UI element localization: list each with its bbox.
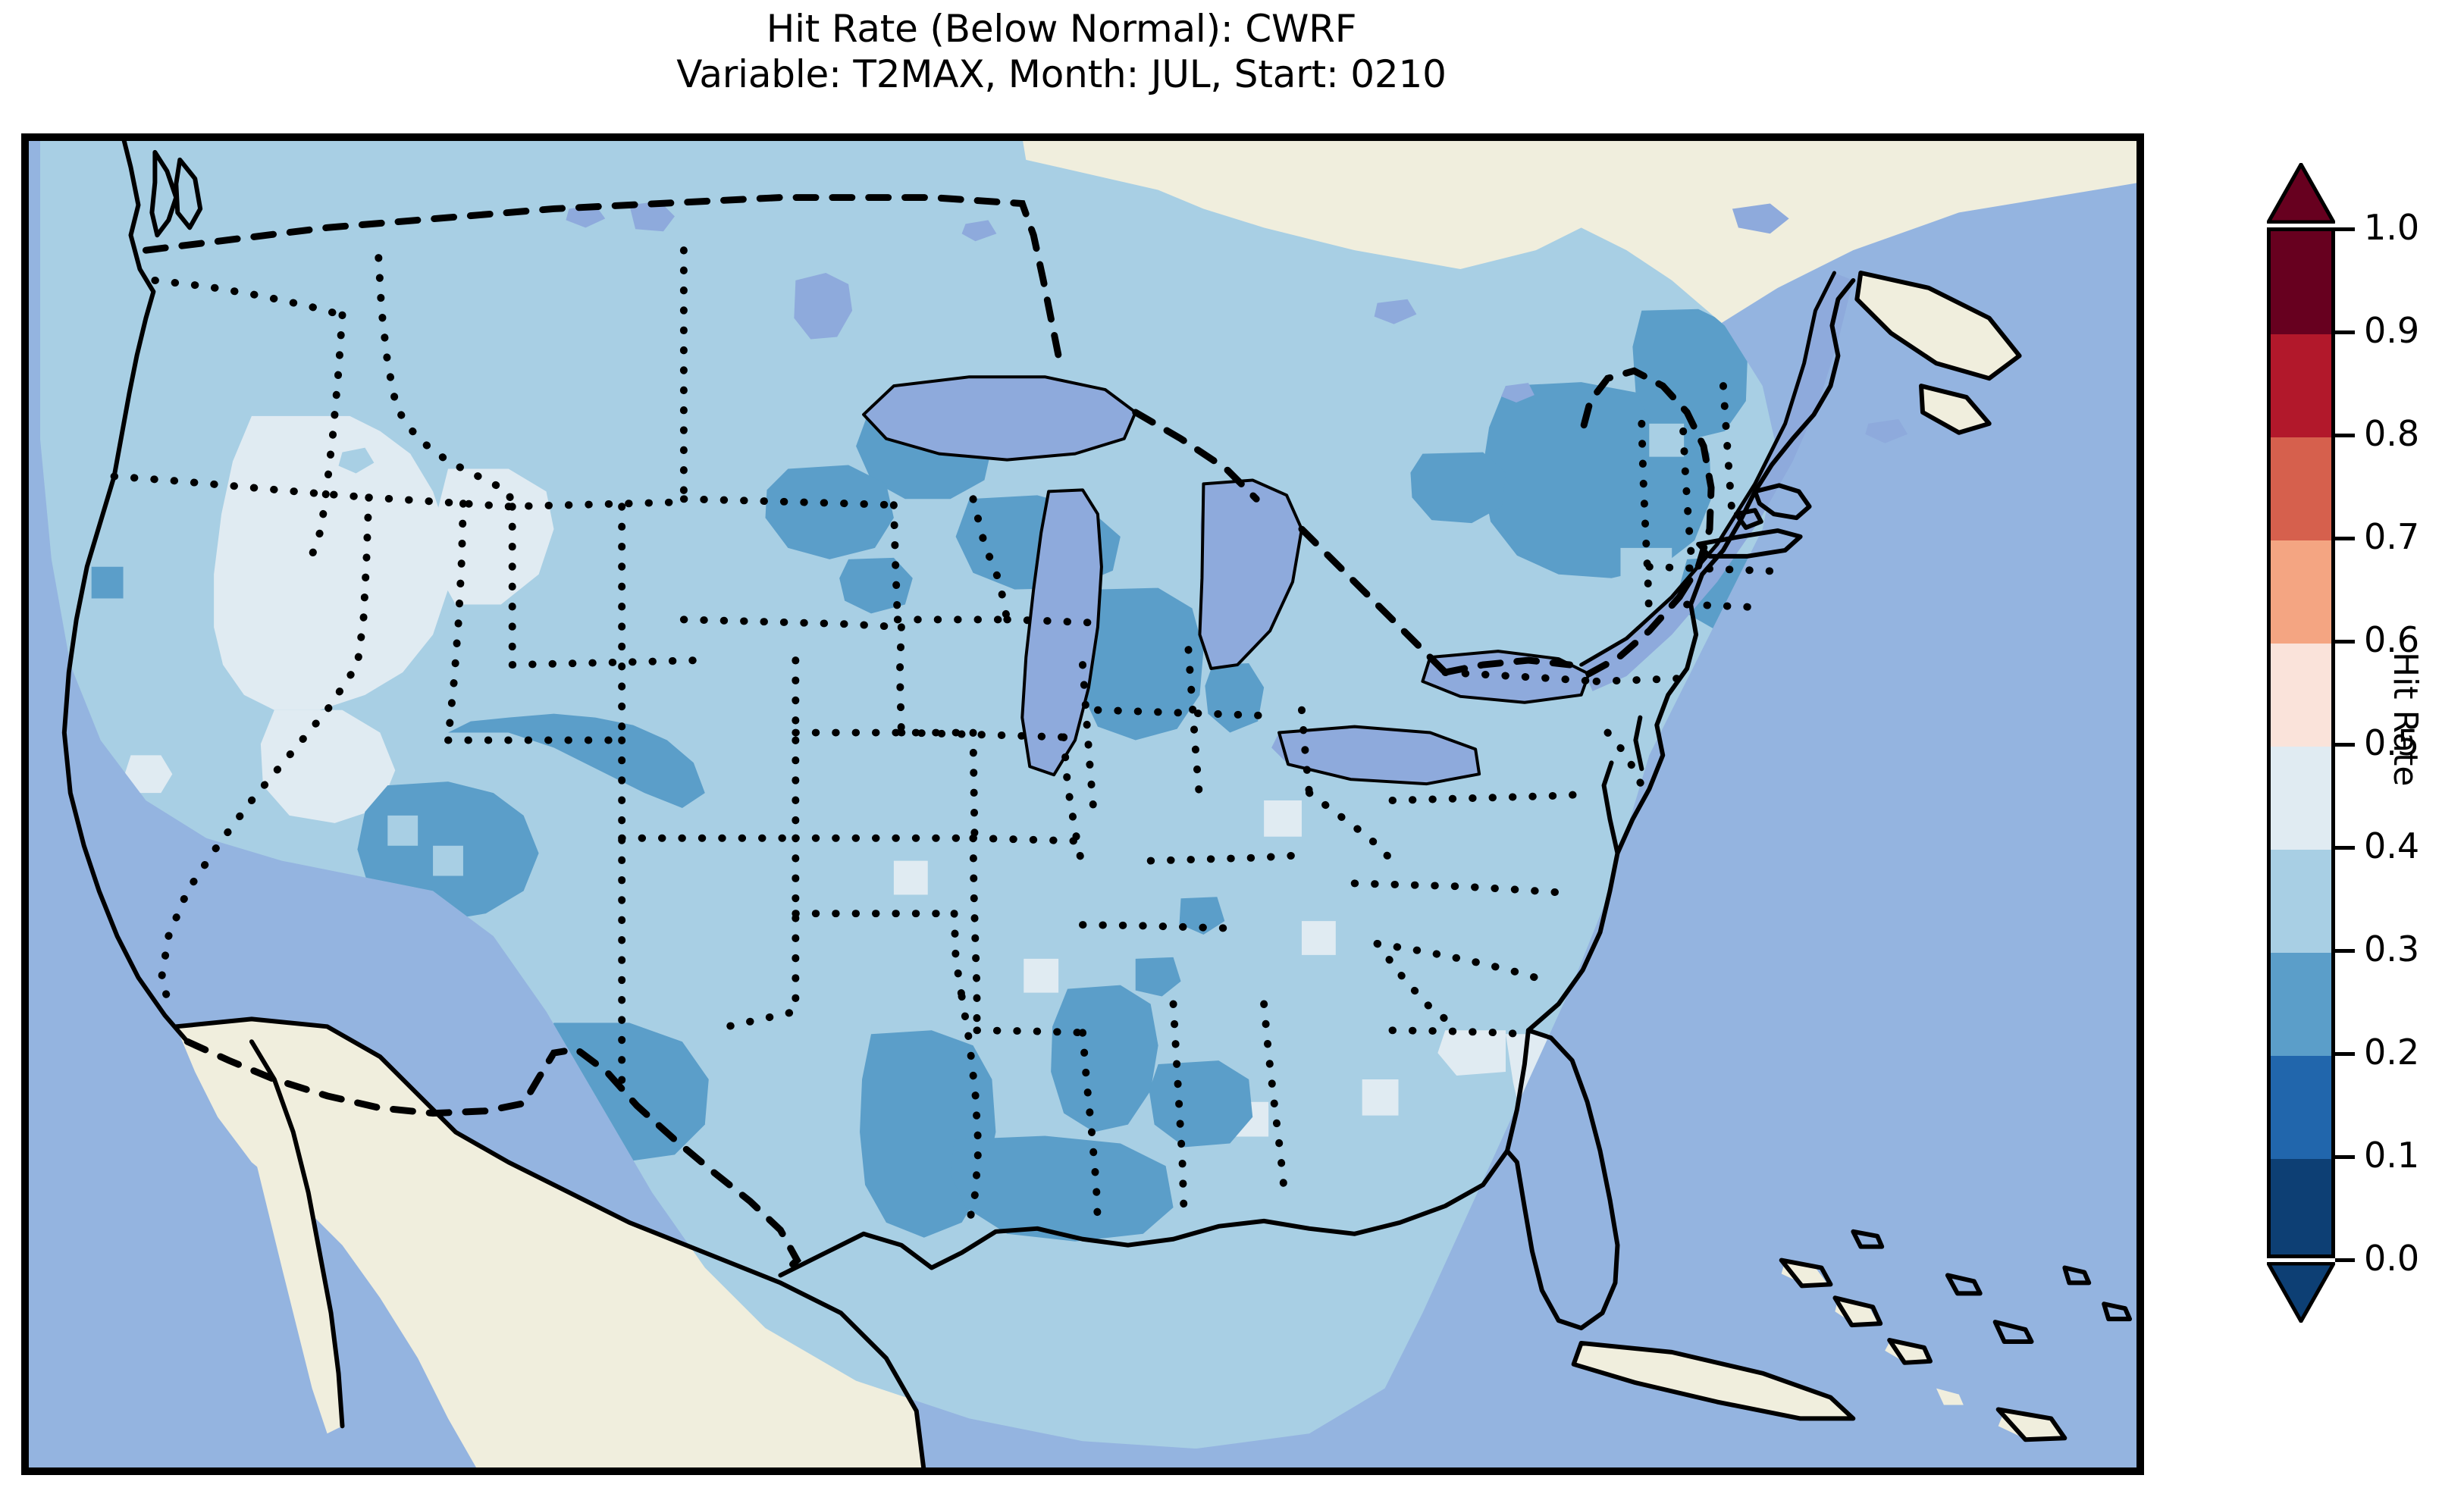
colorbar-label: Hit Rate <box>2386 652 2425 787</box>
colorbar-tick-0.8 <box>2335 434 2355 437</box>
great-lakes <box>338 201 1908 785</box>
colorbar-tick-0.6 <box>2335 640 2355 644</box>
colorbar-band-0.8-0.9 <box>2271 334 2331 438</box>
colorbar-band-0.1-0.2 <box>2271 1056 2331 1160</box>
colorbar-tick-0.0 <box>2335 1258 2355 1262</box>
colorbar: 1.0 0.9 0.8 0.7 0.6 0.5 0.4 0.3 0.2 0.1 0.0 Hit Ra… <box>2267 163 2425 1323</box>
title-line-1: Hit Rate (Below Normal): CWRF <box>766 7 1357 51</box>
colorbar-tick-0.5 <box>2335 743 2355 747</box>
colorbar-band-0.5-0.6 <box>2271 644 2331 747</box>
title-line-2: Variable: T2MAX, Month: JUL, Start: 0210 <box>676 52 1447 96</box>
colorbar-band-0.7-0.8 <box>2271 437 2331 541</box>
colorbar-tick-0.1 <box>2335 1155 2355 1159</box>
state-borders <box>110 246 1782 1234</box>
map-axes <box>21 133 2144 1475</box>
colorbar-extend-arrow-bottom <box>2267 1262 2335 1323</box>
colorbar-tick-0.4 <box>2335 846 2355 850</box>
map-svg <box>25 137 2140 1471</box>
colorbar-band-0.0-0.1 <box>2271 1159 2331 1254</box>
colorbar-band-0.9-1.0 <box>2271 231 2331 335</box>
colorbar-band-0.2-0.3 <box>2271 953 2331 1057</box>
country-borders <box>142 194 1715 1279</box>
colorbar-tick-0.3 <box>2335 949 2355 953</box>
colorbar-bands <box>2267 227 2335 1258</box>
coastlines <box>61 137 2133 1471</box>
figure-title: Hit Rate (Below Normal): CWRF Variable: … <box>0 6 2123 97</box>
colorbar-band-0.4-0.5 <box>2271 747 2331 850</box>
colorbar-tick-0.9 <box>2335 330 2355 334</box>
colorbar-tick-0.7 <box>2335 537 2355 540</box>
colorbar-band-0.3-0.4 <box>2271 850 2331 954</box>
colorbar-band-0.6-0.7 <box>2271 540 2331 644</box>
colorbar-tick-0.2 <box>2335 1052 2355 1056</box>
colorbar-tick-1.0 <box>2335 227 2355 231</box>
colorbar-extend-arrow-top <box>2267 163 2335 224</box>
map-frame <box>25 137 2140 1471</box>
